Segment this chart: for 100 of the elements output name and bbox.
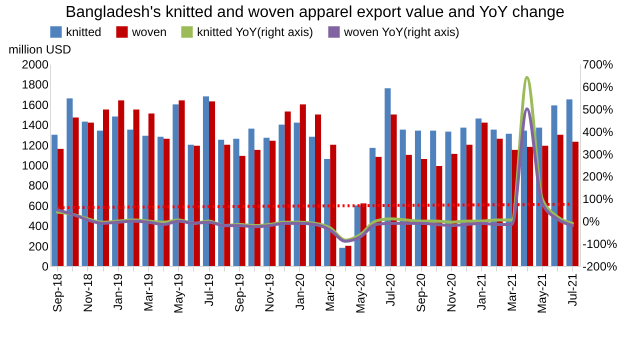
bar [194, 146, 200, 266]
bar [551, 105, 558, 266]
bar [482, 122, 488, 266]
x-tick-label: Nov-18 [80, 273, 95, 312]
y-tick-label: 1600 [22, 98, 49, 112]
y-tick-label: 400 [28, 219, 49, 234]
bar [390, 114, 397, 266]
bar [164, 138, 170, 266]
y-tick-label: 1400 [22, 118, 49, 132]
bar [400, 130, 406, 266]
y-tick-label: 0 [42, 260, 49, 274]
bar [466, 144, 472, 266]
bar [506, 134, 512, 266]
bar [233, 138, 240, 266]
bar [324, 158, 330, 266]
y2-tick-label: 300% [582, 147, 614, 162]
bar [315, 114, 322, 266]
bar [414, 130, 421, 266]
bar [294, 122, 300, 266]
bar [451, 154, 458, 266]
bar [72, 118, 79, 266]
y2-tick-label: -100% [582, 237, 618, 252]
x-tick-label: Mar-19 [141, 273, 156, 312]
bar [376, 156, 382, 266]
bar [384, 88, 391, 266]
bar [572, 142, 578, 266]
y-tick-label: 1000 [22, 158, 49, 172]
x-tick-label: Jul-19 [202, 273, 216, 306]
x-tick-label: May-19 [172, 273, 186, 314]
bar [430, 130, 436, 266]
bar [202, 96, 209, 266]
bar [496, 138, 503, 266]
bar [178, 100, 185, 266]
x-tick-label: Jul-21 [565, 273, 580, 306]
x-tick-label: Jul-20 [384, 273, 398, 306]
x-tick-label: May-21 [535, 273, 550, 314]
bar [370, 148, 376, 266]
bar [490, 130, 497, 266]
x-tick-label: Mar-20 [323, 273, 338, 312]
bar [218, 140, 224, 266]
x-tick-label: Jan-19 [111, 273, 126, 310]
y-axis-title: million USD [8, 42, 72, 56]
y2-tick-label: 500% [582, 102, 614, 116]
y2-tick-label: 600% [582, 80, 614, 94]
y-tick-label: 1200 [22, 138, 49, 152]
legend-label: knitted YoY(right axis) [197, 25, 314, 39]
x-tick-label: May-20 [353, 273, 368, 314]
bar [248, 128, 254, 266]
legend-label: woven YoY(right axis) [343, 25, 460, 39]
bar [52, 134, 58, 266]
y2-tick-label: -200% [582, 260, 618, 274]
bar [339, 248, 346, 266]
x-tick-label: Jan-20 [292, 273, 307, 310]
bar [330, 144, 336, 266]
bar [239, 156, 246, 266]
y2-tick-label: 0% [582, 214, 600, 229]
bar [148, 113, 154, 266]
bar [284, 111, 291, 266]
bar [421, 158, 428, 266]
y2-tick-label: 100% [582, 192, 614, 206]
bar [103, 109, 110, 266]
x-tick-label: Nov-19 [262, 273, 277, 312]
y2-tick-label: 400% [582, 124, 614, 139]
bar [158, 136, 164, 266]
y-tick-label: 600 [28, 198, 49, 213]
bar [520, 130, 527, 266]
y2-tick-label: 200% [582, 170, 614, 184]
x-tick-label: Nov-20 [444, 273, 458, 312]
x-tick-label: Mar-21 [504, 273, 519, 312]
bar [142, 136, 148, 266]
bar [270, 140, 276, 266]
y-tick-label: 200 [28, 239, 49, 254]
x-tick-label: Sep-20 [414, 273, 428, 312]
bar [172, 104, 179, 266]
bar [345, 246, 352, 266]
bar [308, 136, 315, 266]
bar [406, 154, 412, 266]
bar [209, 101, 216, 266]
bar [224, 144, 230, 266]
legend-label: woven [131, 25, 167, 39]
bar [82, 122, 88, 266]
bar [188, 144, 194, 266]
bar [527, 146, 534, 266]
bar [445, 132, 452, 266]
x-tick-label: Sep-18 [50, 273, 65, 312]
bar [264, 138, 270, 266]
bar [542, 146, 548, 266]
bar [476, 118, 482, 266]
bar [278, 124, 285, 266]
bar [557, 134, 564, 266]
y-tick-label: 1800 [22, 78, 49, 92]
y-tick-label: 800 [28, 178, 49, 193]
bar [88, 122, 94, 266]
x-tick-label: Jan-21 [474, 273, 489, 310]
bar [566, 99, 572, 266]
line-series [56, 107, 574, 243]
bar [96, 130, 103, 266]
legend-label: knitted [66, 25, 102, 39]
y2-tick-label: 700% [582, 58, 614, 72]
bar [254, 150, 260, 266]
